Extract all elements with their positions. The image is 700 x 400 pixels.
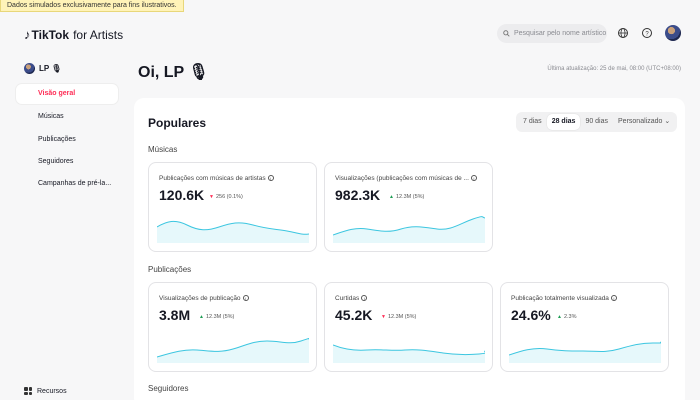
artist-name: LP 🎙 bbox=[39, 64, 62, 73]
avatar bbox=[24, 63, 35, 74]
tiktok-note-icon: ♪ bbox=[24, 27, 31, 42]
sidebar-item-publicacoes[interactable]: Publicações bbox=[38, 136, 76, 143]
search-input[interactable]: Pesquisar pelo nome artístico bbox=[497, 24, 607, 43]
resources-link[interactable]: Recursos bbox=[24, 387, 67, 395]
date-range-selector: 7 dias 28 dias 90 dias Personalizado ⌄ bbox=[516, 112, 678, 132]
section-publicacoes: Publicações bbox=[148, 265, 192, 274]
app-logo[interactable]: ♪ TikTok for Artists bbox=[24, 27, 123, 42]
search-placeholder: Pesquisar pelo nome artístico bbox=[514, 30, 607, 37]
metric-card[interactable]: Visualizações de publicação i 3.8M ▲ 12.3M… bbox=[148, 282, 317, 372]
brand-name: TikTok bbox=[31, 27, 70, 42]
metric-title: Visualizações (publicações com músicas d… bbox=[335, 175, 487, 182]
metric-value: 45.2K bbox=[335, 307, 373, 323]
brand-suffix: for Artists bbox=[73, 27, 124, 42]
sparkline-chart bbox=[157, 220, 309, 243]
arrow-down-icon: ▼ bbox=[381, 314, 386, 320]
top-bar: ♪ TikTok for Artists Pesquisar pelo nome… bbox=[0, 18, 700, 50]
search-icon bbox=[503, 30, 510, 37]
section-musicas: Músicas bbox=[148, 145, 178, 154]
arrow-up-icon: ▲ bbox=[389, 194, 394, 200]
metric-value: 982.3K bbox=[335, 187, 381, 203]
help-icon[interactable]: ? bbox=[641, 27, 653, 39]
metric-title: Publicações com músicas de artistas i bbox=[159, 175, 311, 182]
info-icon[interactable]: i bbox=[470, 175, 477, 182]
sparkline-chart bbox=[333, 344, 485, 363]
range-28-days[interactable]: 28 dias bbox=[546, 114, 581, 130]
info-icon[interactable]: i bbox=[242, 295, 249, 302]
metric-title: Publicação totalmente visualizada i bbox=[511, 295, 663, 302]
sidebar: LP 🎙 Visão geral Músicas Publicações Seg… bbox=[0, 55, 130, 400]
section-title: Populares bbox=[148, 116, 207, 130]
metric-change: ▼ 256 (0.1%) bbox=[209, 194, 243, 200]
profile-avatar[interactable] bbox=[665, 25, 681, 41]
arrow-up-icon: ▲ bbox=[199, 314, 204, 320]
section-seguidores: Seguidores bbox=[148, 384, 189, 393]
sparkline-chart bbox=[509, 341, 661, 363]
sidebar-item-seguidores[interactable]: Seguidores bbox=[38, 158, 74, 165]
chevron-down-icon: ⌄ bbox=[664, 118, 671, 125]
info-icon[interactable]: i bbox=[610, 295, 617, 302]
metric-value: 3.8M bbox=[159, 307, 191, 323]
info-icon[interactable]: i bbox=[361, 295, 368, 302]
range-custom[interactable]: Personalizado ⌄ bbox=[613, 114, 675, 130]
metric-card[interactable]: Visualizações (publicações com músicas d… bbox=[324, 162, 493, 252]
sidebar-item-musicas[interactable]: Músicas bbox=[38, 113, 64, 120]
metric-title: Visualizações de publicação i bbox=[159, 295, 311, 302]
range-custom-label: Personalizado bbox=[618, 118, 663, 125]
artist-switcher[interactable]: LP 🎙 bbox=[24, 63, 61, 74]
range-7-days[interactable]: 7 dias bbox=[523, 118, 542, 125]
metric-value: 24.6% bbox=[511, 307, 551, 323]
metric-card[interactable]: Publicação totalmente visualizada i 24.6%… bbox=[500, 282, 669, 372]
svg-text:?: ? bbox=[645, 31, 649, 37]
metric-change: ▲ 12.3M (5%) bbox=[389, 194, 425, 200]
metric-change: ▲ 12.3M (5%) bbox=[199, 314, 235, 320]
sparkline-chart bbox=[157, 338, 309, 363]
metric-change: ▲ 2.3% bbox=[557, 314, 577, 320]
metric-change: ▼ 12.3M (5%) bbox=[381, 314, 417, 320]
metric-card[interactable]: Publicações com músicas de artistas i 120… bbox=[148, 162, 317, 252]
info-icon[interactable]: i bbox=[267, 175, 274, 182]
sidebar-item-visao-geral[interactable]: Visão geral bbox=[16, 84, 118, 104]
last-updated: Última atualização: 25 de mai, 08:00 (UT… bbox=[547, 66, 681, 72]
page-title: Oi, LP 🎙 bbox=[138, 64, 209, 81]
range-90-days[interactable]: 90 dias bbox=[585, 118, 609, 125]
arrow-up-icon: ▲ bbox=[557, 314, 562, 320]
sidebar-item-campanhas[interactable]: Campanhas de pré-la... bbox=[38, 180, 112, 187]
metric-title: Curtidas i bbox=[335, 295, 487, 302]
grid-icon bbox=[24, 387, 32, 395]
resources-label: Recursos bbox=[37, 387, 67, 395]
disclaimer-banner: Dados simulados exclusivamente para fins… bbox=[0, 0, 184, 12]
globe-icon[interactable] bbox=[617, 27, 629, 39]
arrow-down-icon: ▼ bbox=[209, 194, 214, 200]
metric-value: 120.6K bbox=[159, 187, 205, 203]
metric-card[interactable]: Curtidas i 45.2K ▼ 12.3M (5%) bbox=[324, 282, 493, 372]
populares-panel: Populares 7 dias 28 dias 90 dias Persona… bbox=[134, 98, 685, 400]
sparkline-chart bbox=[333, 216, 485, 243]
